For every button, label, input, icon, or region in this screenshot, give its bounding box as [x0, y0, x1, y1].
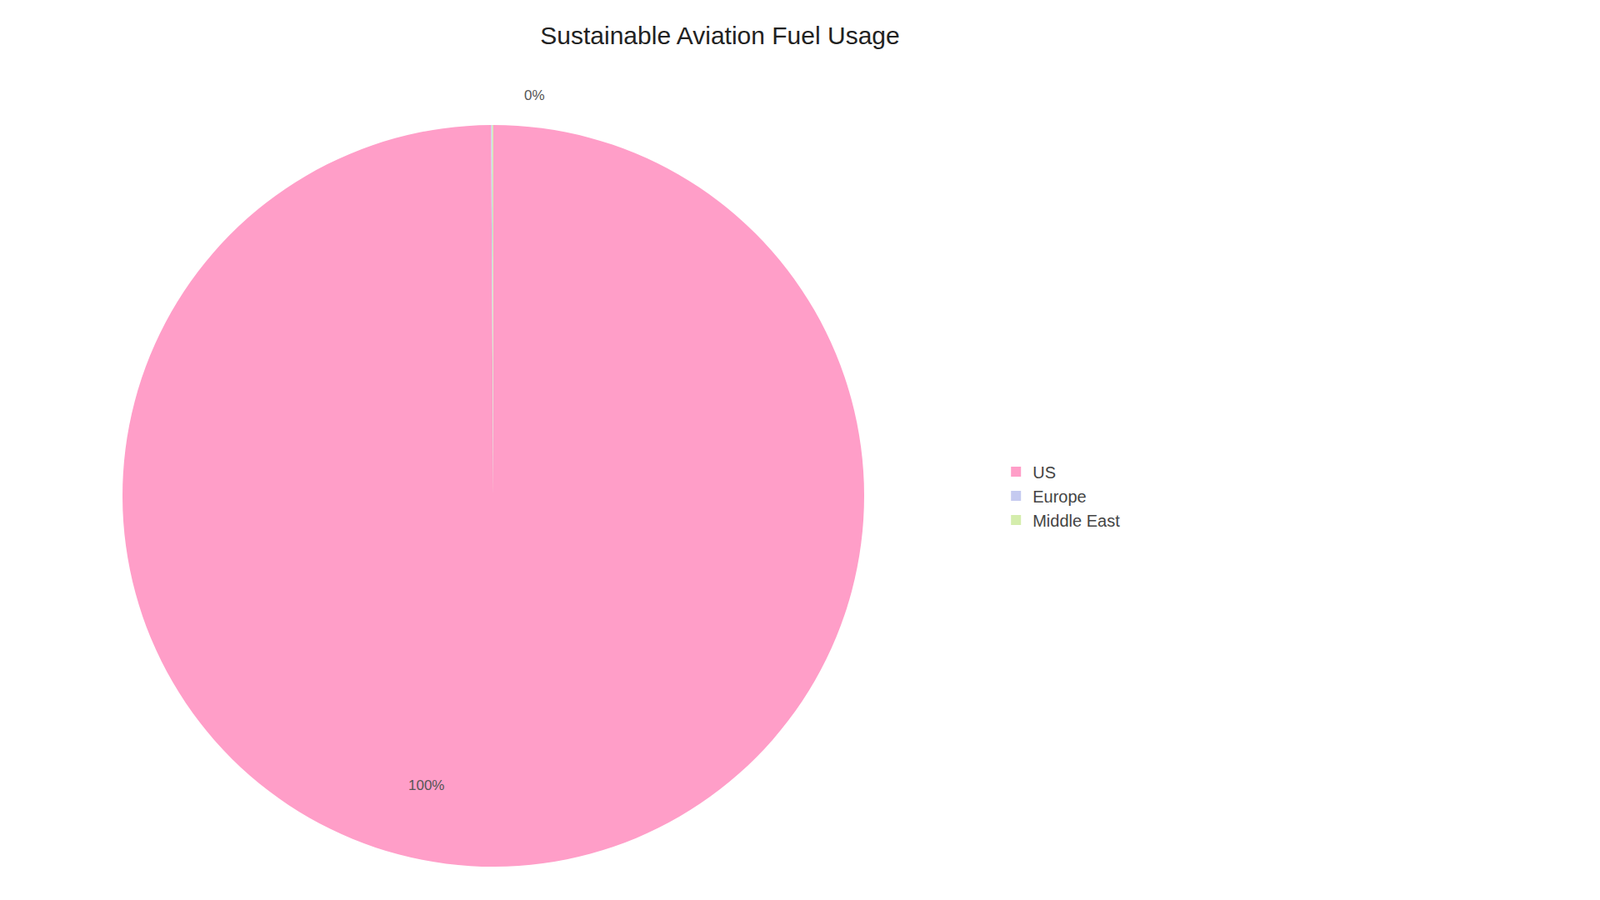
svg-text:Europe: Europe [1032, 487, 1087, 506]
svg-text:Middle East: Middle East [1032, 511, 1120, 530]
svg-text:Sustainable Aviation Fuel Usag: Sustainable Aviation Fuel Usage [540, 21, 900, 50]
svg-text:0%: 0% [524, 87, 545, 104]
svg-text:100%: 100% [408, 777, 445, 794]
svg-text:US: US [1032, 463, 1056, 482]
